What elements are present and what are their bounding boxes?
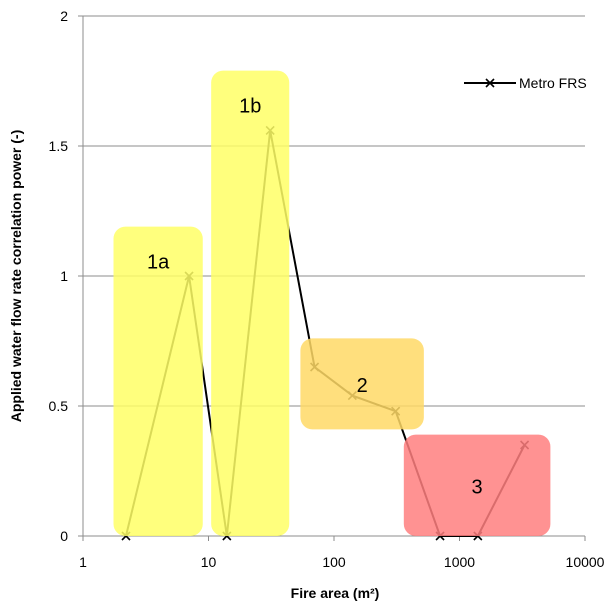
y-tick-label: 1 (60, 268, 68, 284)
zone-label-1b: 1b (239, 96, 261, 118)
x-axis-title: Fire area (m²) (291, 585, 380, 601)
zone-label-3: 3 (472, 476, 483, 498)
y-tick-label: 1.5 (49, 138, 69, 154)
zone-box-2 (300, 338, 424, 430)
x-tick-label: 100 (322, 554, 346, 570)
x-tick-label: 10 (201, 554, 217, 570)
zone-box-1b (211, 70, 290, 536)
zone-highlights (113, 70, 551, 536)
legend: Metro FRS (464, 75, 587, 91)
x-tick-label: 1000 (444, 554, 475, 570)
legend-label-metro-frs: Metro FRS (519, 75, 587, 91)
x-tick-label: 10000 (566, 554, 605, 570)
zone-labels: 1a 1b 2 3 (147, 96, 483, 499)
y-axis-title: Applied water flow rate correlation powe… (8, 130, 24, 422)
zone-box-1a (113, 226, 203, 536)
y-tick-label: 0.5 (49, 398, 69, 414)
zone-label-2: 2 (357, 375, 368, 397)
x-tick-label: 1 (79, 554, 87, 570)
y-tick-label: 0 (60, 528, 68, 544)
zone-box-3 (403, 434, 551, 536)
y-tick-label: 2 (60, 8, 68, 24)
marker-stroke (485, 78, 495, 88)
zone-label-1a: 1a (147, 252, 170, 274)
legend-marker (485, 78, 495, 88)
tick-labels: 0 0.5 1 1.5 2 1 10 100 1000 10000 (49, 8, 605, 570)
